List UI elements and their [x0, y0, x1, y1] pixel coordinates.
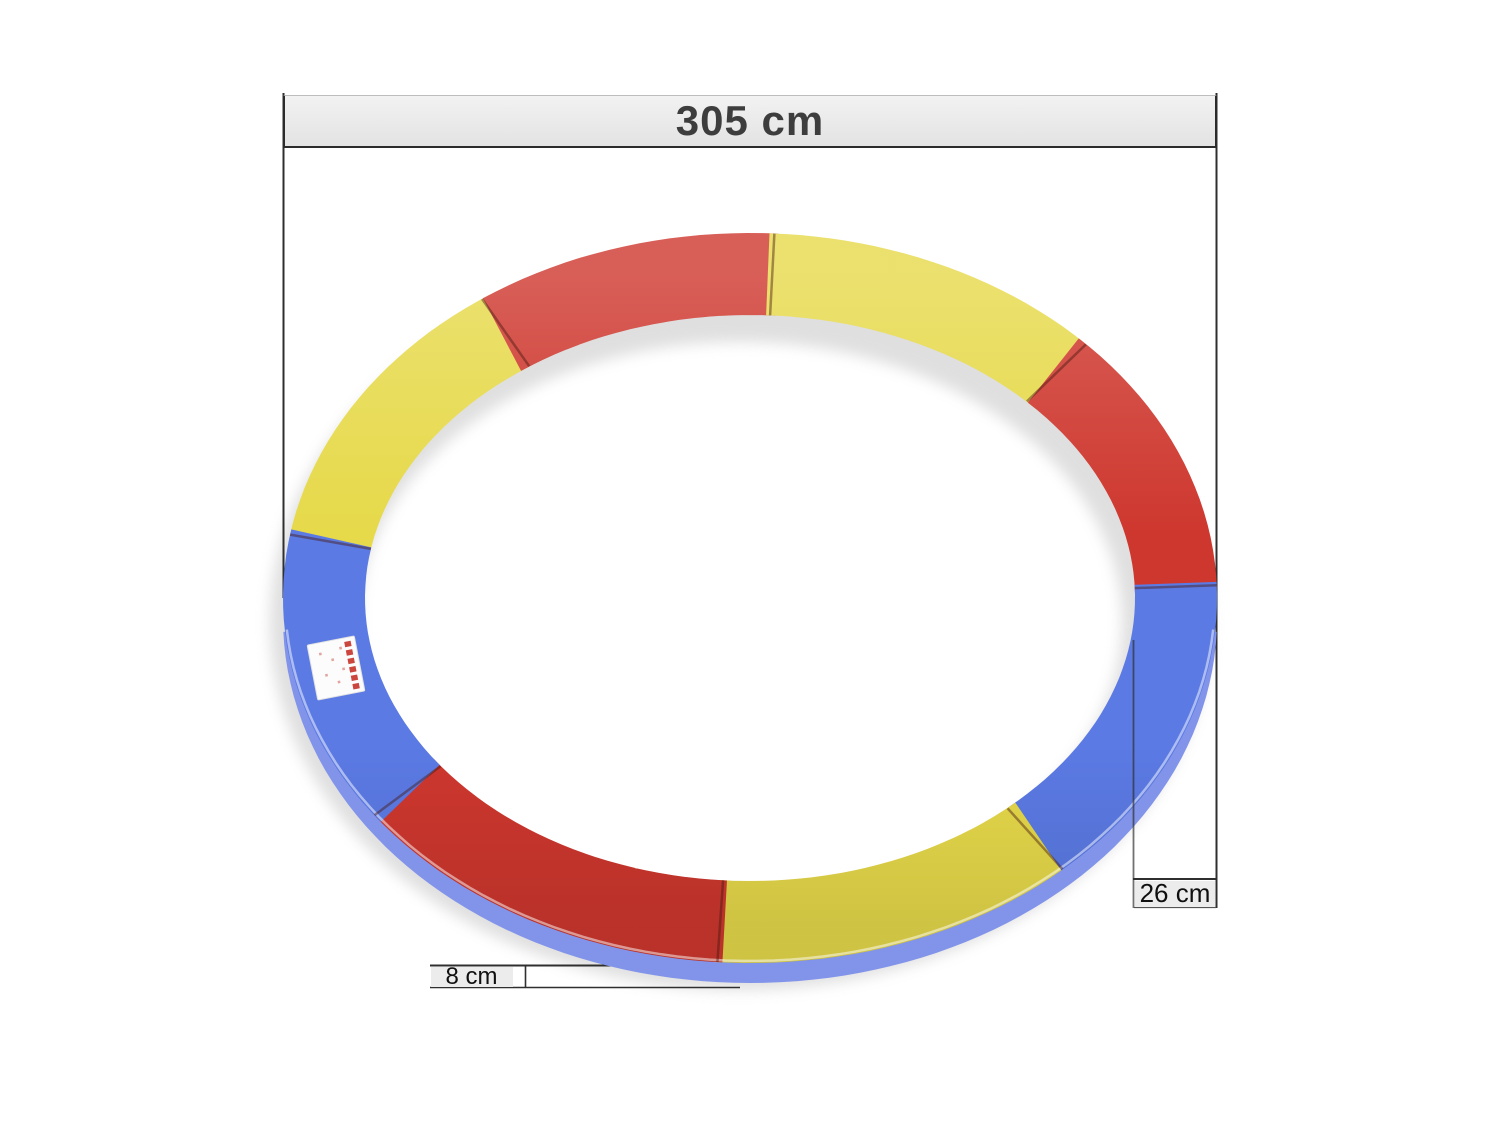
segment-seam — [289, 533, 372, 551]
segment-seam — [716, 880, 725, 963]
height-dimension-label: 26 cm — [1135, 878, 1215, 908]
thickness-dimension-label: 8 cm — [430, 963, 513, 990]
segment-seam — [1006, 807, 1064, 871]
width-dimension-label: 305 cm — [675, 97, 825, 144]
warning-sticker — [306, 635, 366, 701]
segment-seam — [768, 233, 776, 316]
pad-sheen — [283, 233, 1217, 963]
segment-seam — [373, 765, 442, 817]
pad-edge-highlight — [285, 629, 1215, 963]
segment-seam — [481, 298, 531, 367]
segment-seam — [1026, 343, 1087, 403]
width-dimension-bar: 305 cm — [283, 95, 1217, 148]
segment-seam — [1134, 584, 1217, 590]
